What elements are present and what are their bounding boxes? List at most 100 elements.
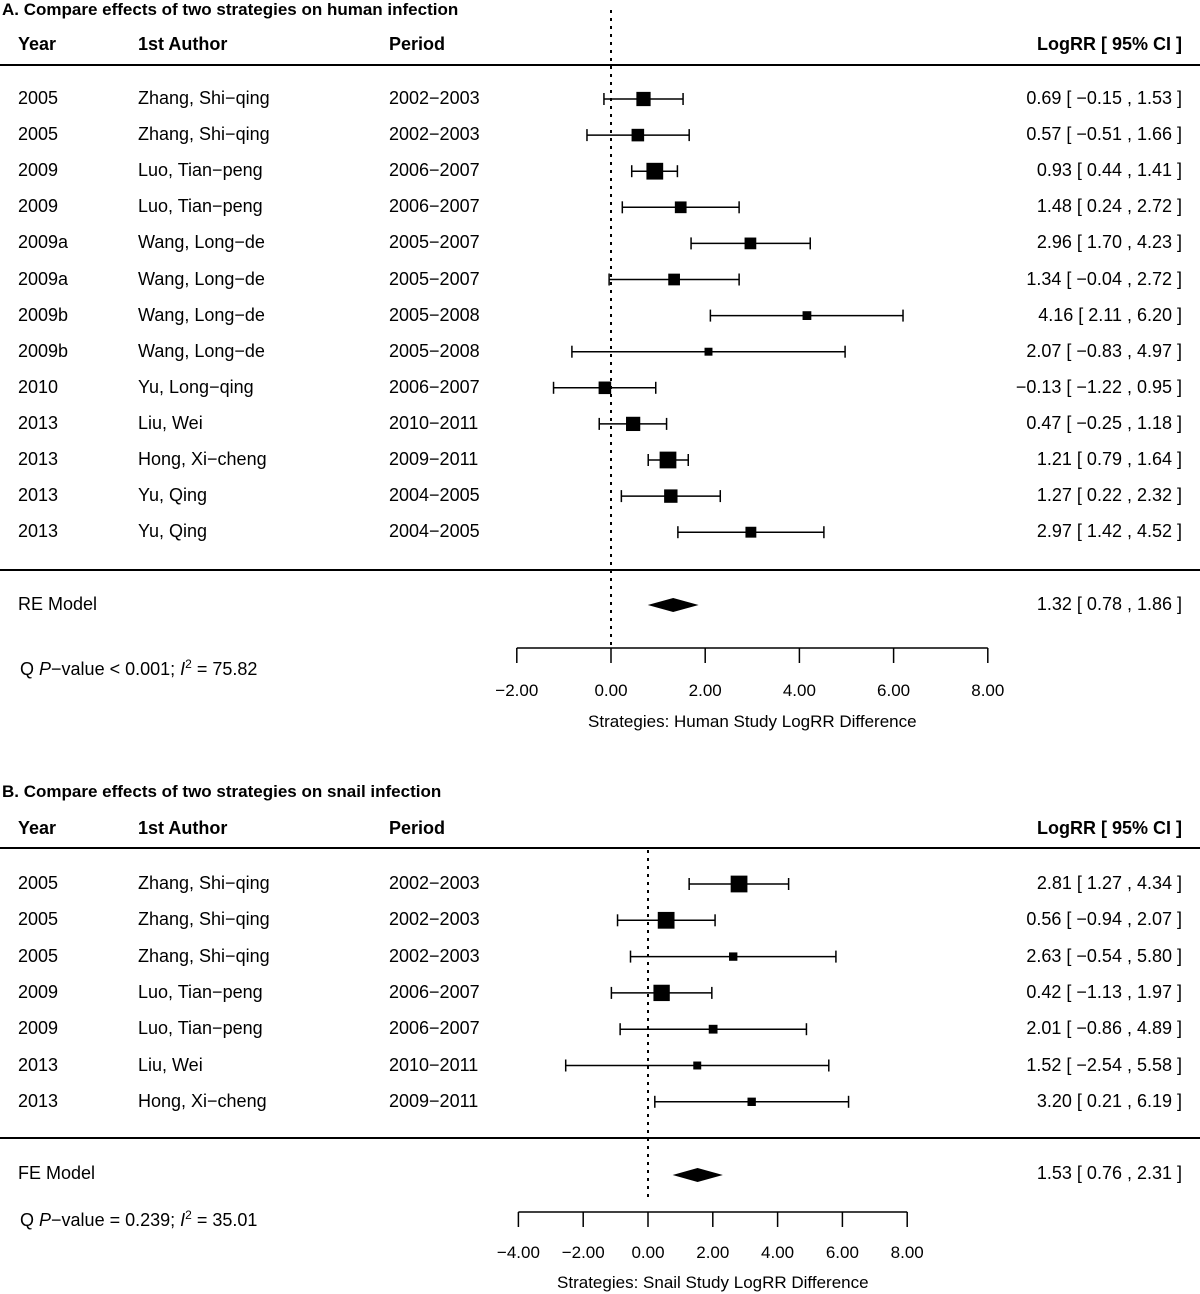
row-period: 2005−2007 (389, 268, 480, 289)
row-author: Yu, Qing (138, 521, 208, 542)
row-period: 2002−2003 (389, 945, 480, 966)
summary-rule (0, 1137, 1200, 1139)
plot-area-snail: −4.00 −2.00 0.00 2.00 4.00 6.00 8.00 Strategies… (497, 850, 924, 1292)
row-estimate-label: 1.48 [ 0.24 , 2.72 ] (1036, 196, 1182, 217)
study-mark (586, 128, 690, 142)
row-period: 2004−2005 (389, 521, 480, 542)
col-header-period: Period (389, 34, 446, 54)
row-period: 2005−2008 (389, 304, 480, 325)
study-mark (621, 201, 740, 214)
study-mark (629, 950, 837, 963)
point-estimate (631, 128, 645, 142)
row-author: Zhang, Shi−qing (138, 88, 270, 108)
x-tick-label: −2.00 (562, 1243, 605, 1262)
forest-plot-human: −2.00 0.00 2.00 4.00 6.00 8.00 Strategies: Hum… (0, 0, 1200, 731)
row-period: 2002−2003 (389, 873, 480, 893)
plot-area-human: −2.00 0.00 2.00 4.00 6.00 8.00 Strategies: Hum… (495, 10, 1004, 731)
point-estimate (730, 875, 748, 893)
x-tick-label: 0.00 (594, 681, 627, 700)
row-year: 2013 (18, 521, 59, 542)
row-period: 2002−2003 (389, 88, 480, 108)
row-period: 2006−2007 (389, 376, 480, 397)
study-mark (690, 237, 811, 250)
row-year: 2013 (18, 1090, 59, 1111)
x-tick-label: 8.00 (971, 681, 1004, 700)
study-mark (688, 875, 790, 893)
x-tick-label: 6.00 (826, 1243, 859, 1262)
col-header-year: Year (18, 34, 57, 54)
row-estimate-label: 0.56 [ −0.94 , 2.07 ] (1026, 909, 1182, 930)
x-tick-label: −2.00 (495, 681, 538, 700)
row-year: 2013 (18, 485, 59, 506)
col-header-year: Year (18, 818, 57, 838)
summary-rule (0, 569, 1200, 571)
row-period: 2004−2005 (389, 485, 480, 506)
row-estimate-label: 1.27 [ 0.22 , 2.32 ] (1036, 485, 1182, 506)
row-period: 2006−2007 (389, 160, 480, 181)
forest-plot-snail: −4.00 −2.00 0.00 2.00 4.00 6.00 8.00 Strategies… (0, 780, 1200, 1294)
row-year: 2009 (18, 196, 59, 217)
row-year: 2005 (18, 124, 59, 145)
summary-model-name: FE Model (18, 1163, 96, 1183)
row-year: 2005 (18, 945, 59, 966)
panel-title: A. Compare effects of two strategies on … (2, 0, 459, 19)
row-period: 2006−2007 (389, 981, 480, 1002)
col-header-author: 1st Author (138, 34, 228, 54)
row-author: Wang, Long−de (138, 268, 265, 289)
point-estimate (657, 911, 675, 929)
heterogeneity-stats: Q P−value < 0.001; I2 = 75.82 (20, 657, 258, 679)
summary-diamond (647, 598, 699, 612)
row-year: 2010 (18, 376, 59, 397)
point-estimate (747, 1097, 756, 1106)
row-author: Luo, Tian−peng (138, 160, 263, 181)
study-mark (709, 309, 904, 322)
row-period: 2002−2003 (389, 124, 480, 145)
row-estimate-label: 1.21 [ 0.79 , 1.64 ] (1036, 449, 1182, 469)
x-tick-label: 8.00 (891, 1243, 924, 1262)
row-period: 2009−2011 (389, 449, 479, 469)
row-author: Zhang, Shi−qing (138, 945, 270, 966)
row-year: 2009a (18, 232, 69, 253)
row-estimate-label: 0.57 [ −0.51 , 1.66 ] (1026, 124, 1182, 145)
row-period: 2005−2008 (389, 340, 480, 361)
row-estimate-label: 2.81 [ 1.27 , 4.34 ] (1036, 873, 1182, 893)
row-author: Zhang, Shi−qing (138, 909, 270, 930)
row-period: 2009−2011 (389, 1090, 479, 1111)
panel-title: B. Compare effects of two strategies on … (2, 782, 442, 801)
row-year: 2013 (18, 449, 59, 469)
study-mark (571, 345, 846, 358)
row-author: Luo, Tian−peng (138, 1018, 263, 1039)
row-year: 2009 (18, 981, 59, 1002)
x-tick-label: −4.00 (497, 1243, 540, 1262)
study-mark (552, 381, 657, 395)
row-year: 2009a (18, 268, 69, 289)
row-year: 2005 (18, 909, 59, 930)
row-estimate-label: 1.52 [ −2.54 , 5.58 ] (1026, 1054, 1182, 1075)
row-author: Hong, Xi−cheng (138, 1090, 267, 1111)
point-estimate (636, 91, 651, 107)
header-rule (0, 847, 1200, 849)
row-year: 2005 (18, 88, 59, 108)
point-estimate (745, 526, 757, 538)
col-header-estimate: LogRR [ 95% CI ] (1036, 34, 1182, 54)
summary-model-name: RE Model (18, 594, 98, 614)
point-estimate (704, 347, 713, 356)
row-estimate-label: 2.07 [ −0.83 , 4.97 ] (1026, 340, 1182, 361)
row-estimate-label: 0.69 [ −0.15 , 1.53 ] (1026, 88, 1182, 108)
row-author: Liu, Wei (138, 412, 203, 433)
row-author: Zhang, Shi−qing (138, 873, 270, 893)
row-author: Luo, Tian−peng (138, 196, 263, 217)
x-tick-label: 2.00 (696, 1243, 729, 1262)
point-estimate (744, 237, 757, 250)
row-author: Hong, Xi−cheng (138, 449, 267, 469)
header-rule (0, 64, 1200, 66)
col-header-period: Period (389, 818, 446, 838)
study-mark (598, 416, 668, 432)
point-estimate (626, 416, 641, 432)
row-estimate-label: 1.34 [ −0.04 , 2.72 ] (1026, 268, 1182, 289)
row-period: 2010−2011 (389, 412, 479, 433)
row-estimate-label: −0.13 [ −1.22 , 0.95 ] (1015, 376, 1182, 397)
row-estimate-label: 0.42 [ −1.13 , 1.97 ] (1026, 981, 1182, 1002)
summary-diamond (672, 1168, 723, 1182)
row-estimate-label: 3.20 [ 0.21 , 6.19 ] (1036, 1090, 1182, 1111)
